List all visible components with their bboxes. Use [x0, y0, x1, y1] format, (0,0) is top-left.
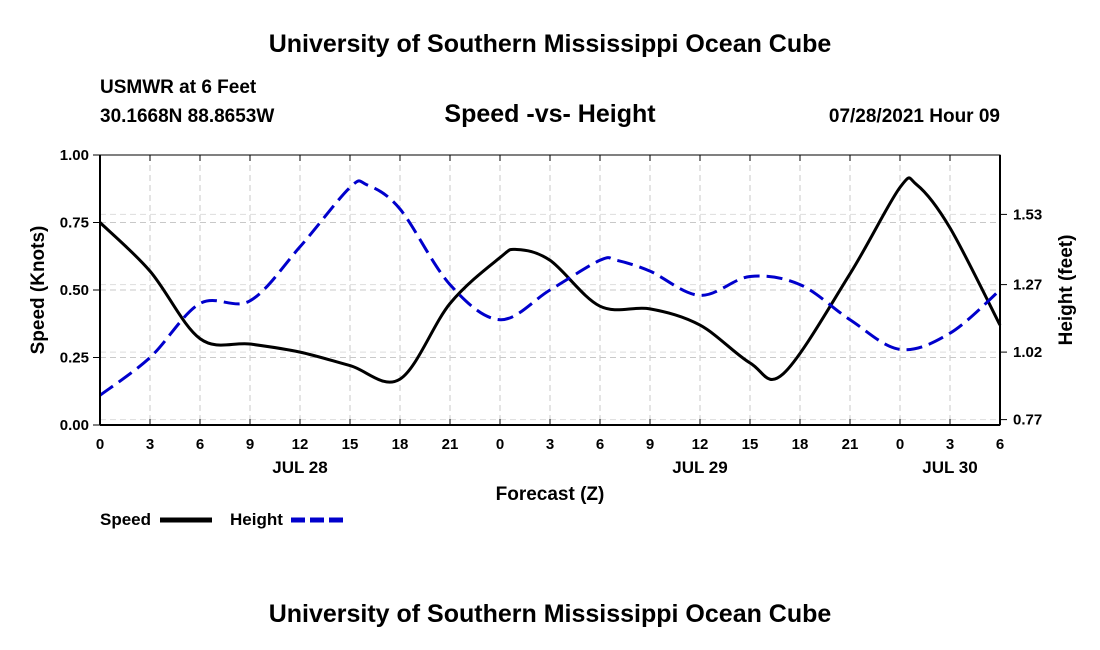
y2-tick-label: 1.53 — [1013, 206, 1042, 223]
x-tick-label: 3 — [546, 436, 554, 453]
x-tick-label: 12 — [292, 436, 309, 453]
y-tick-label: 0.75 — [60, 215, 89, 232]
x-tick-label: 6 — [196, 436, 204, 453]
grid — [100, 155, 1000, 425]
x-date-label: JUL 30 — [922, 458, 977, 477]
x-tick-label: 15 — [742, 436, 759, 453]
x-tick-label: 3 — [946, 436, 954, 453]
x-axis-title: Forecast (Z) — [496, 484, 605, 505]
legend-height-label: Height — [230, 510, 283, 529]
y2-tick-label: 1.02 — [1013, 344, 1042, 361]
footer-title: University of Southern Mississippi Ocean… — [268, 600, 832, 628]
page-title: University of Southern Mississippi Ocean… — [268, 30, 832, 58]
x-tick-label: 6 — [996, 436, 1004, 453]
x-date-label: JUL 28 — [272, 458, 327, 477]
y-tick-label: 0.50 — [60, 282, 89, 299]
y-axis-title: Speed (Knots) — [28, 226, 49, 355]
series-layer — [98, 176, 1002, 397]
x-tick-label: 0 — [896, 436, 904, 453]
x-tick-label: 0 — [496, 436, 504, 453]
chart-title: Speed -vs- Height — [444, 100, 656, 128]
x-date-label: JUL 29 — [672, 458, 727, 477]
axes: 0 3 6 9 12 15 18 21 0 3 6 9 12 15 18 21 0 3 6 0.00 0.25 0.50 0… — [60, 147, 1042, 477]
x-tick-label: 18 — [392, 436, 409, 453]
x-tick-label: 15 — [342, 436, 359, 453]
y-tick-label: 1.00 — [60, 147, 89, 164]
x-tick-label: 12 — [692, 436, 709, 453]
height-series-line — [99, 179, 1001, 397]
y2-axis-title: Height (feet) — [1056, 235, 1077, 346]
x-tick-label: 9 — [646, 436, 654, 453]
y2-tick-label: 0.77 — [1013, 412, 1042, 429]
x-tick-label: 0 — [96, 436, 104, 453]
station-label: USMWR at 6 Feet — [100, 77, 257, 98]
station-coordinates: 30.1668N 88.8653W — [100, 106, 275, 127]
x-tick-label: 9 — [246, 436, 254, 453]
x-tick-label: 21 — [842, 436, 859, 453]
y-tick-label: 0.25 — [60, 350, 89, 367]
speed-series-line — [98, 176, 1002, 384]
x-tick-label: 21 — [442, 436, 459, 453]
legend-speed-label: Speed — [100, 510, 151, 529]
x-tick-label: 3 — [146, 436, 154, 453]
x-tick-label: 6 — [596, 436, 604, 453]
y2-tick-label: 1.27 — [1013, 277, 1042, 294]
y-tick-label: 0.00 — [60, 417, 89, 434]
x-tick-label: 18 — [792, 436, 809, 453]
legend: Speed Height — [100, 510, 343, 529]
run-time: 07/28/2021 Hour 09 — [828, 106, 1000, 127]
